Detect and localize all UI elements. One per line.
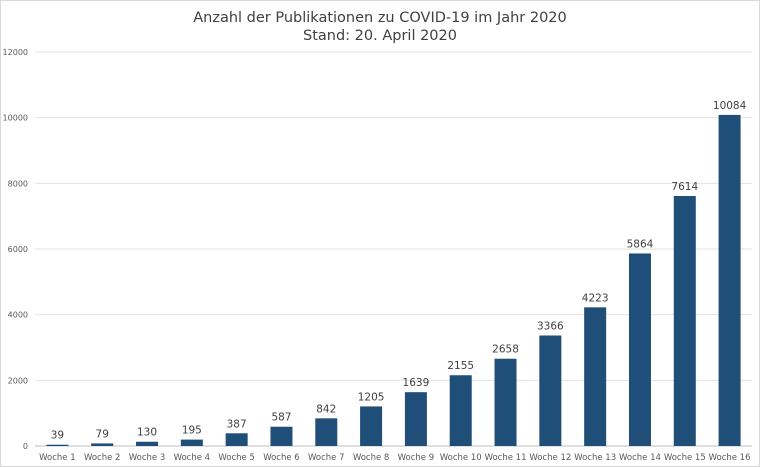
- bar: [270, 426, 293, 446]
- x-tick-label: Woche 1: [39, 453, 76, 463]
- x-tick-label: Woche 12: [529, 453, 571, 463]
- y-tick-label: 10000: [3, 114, 28, 123]
- bar: [494, 358, 517, 446]
- x-tick-label: Woche 11: [485, 453, 527, 463]
- y-tick-label: 2000: [8, 376, 28, 385]
- bar: [584, 307, 607, 446]
- bar: [360, 406, 383, 446]
- data-label: 2658: [492, 344, 519, 356]
- bar: [673, 196, 696, 446]
- x-tick-label: Woche 15: [664, 453, 706, 463]
- x-tick-label: Woche 14: [619, 453, 661, 463]
- x-tick-label: Woche 4: [174, 453, 211, 463]
- bar: [91, 443, 114, 446]
- bar: [404, 392, 427, 446]
- data-label: 842: [316, 403, 336, 415]
- y-tick-label: 4000: [8, 311, 28, 320]
- x-tick-label: Woche 6: [263, 453, 300, 463]
- x-tick-label: Woche 8: [353, 453, 390, 463]
- data-label: 587: [271, 412, 291, 424]
- data-label: 1205: [358, 391, 385, 403]
- bar: [180, 439, 203, 446]
- bar: [539, 335, 562, 446]
- y-tick-label: 0: [23, 442, 28, 451]
- bar: [136, 441, 159, 446]
- chart-title: Anzahl der Publikationen zu COVID-19 im …: [193, 10, 567, 26]
- y-tick-label: 6000: [8, 245, 28, 254]
- bar: [628, 253, 651, 446]
- x-tick-label: Woche 7: [308, 453, 345, 463]
- data-label: 1639: [403, 377, 430, 389]
- data-label: 130: [137, 427, 157, 439]
- data-label: 5864: [627, 238, 654, 250]
- data-label: 4223: [582, 292, 609, 304]
- bar: [315, 418, 338, 446]
- x-tick-label: Woche 5: [218, 453, 255, 463]
- data-label: 387: [227, 418, 247, 430]
- x-tick-label: Woche 13: [574, 453, 616, 463]
- bar: [449, 375, 472, 446]
- y-tick-label: 12000: [3, 48, 28, 57]
- data-label: 3366: [537, 320, 564, 332]
- x-tick-label: Woche 2: [84, 453, 121, 463]
- bar: [46, 444, 69, 446]
- data-label: 10084: [713, 100, 747, 112]
- y-tick-label: 8000: [8, 179, 28, 188]
- bar: [718, 114, 741, 447]
- data-label: 79: [96, 428, 109, 440]
- data-label: 195: [182, 425, 202, 437]
- data-label: 2155: [447, 360, 474, 372]
- x-tick-label: Woche 16: [709, 453, 751, 463]
- x-tick-label: Woche 9: [398, 453, 435, 463]
- data-label: 39: [51, 430, 64, 442]
- x-tick-label: Woche 10: [440, 453, 482, 463]
- chart-subtitle: Stand: 20. April 2020: [303, 28, 457, 44]
- data-label: 7614: [671, 181, 698, 193]
- x-tick-label: Woche 3: [129, 453, 166, 463]
- bar: [225, 433, 248, 446]
